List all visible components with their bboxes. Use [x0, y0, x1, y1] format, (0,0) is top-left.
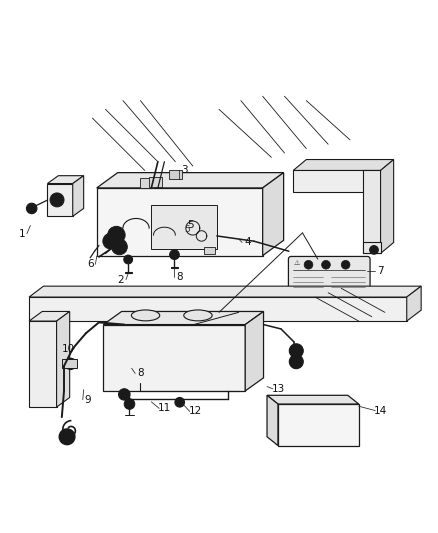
Polygon shape — [363, 171, 381, 253]
Circle shape — [113, 232, 120, 238]
Polygon shape — [47, 183, 73, 216]
Polygon shape — [29, 321, 57, 407]
Text: 5: 5 — [187, 220, 194, 230]
Text: 14: 14 — [374, 406, 387, 416]
Polygon shape — [169, 171, 182, 179]
Circle shape — [108, 238, 113, 244]
Text: 13: 13 — [271, 384, 285, 394]
Circle shape — [122, 392, 127, 397]
Circle shape — [112, 239, 127, 255]
Polygon shape — [47, 176, 84, 183]
Text: 4: 4 — [244, 238, 251, 247]
Circle shape — [321, 261, 330, 269]
Polygon shape — [245, 311, 264, 391]
Polygon shape — [278, 404, 359, 446]
Circle shape — [124, 255, 133, 264]
Text: 12: 12 — [188, 407, 201, 416]
Text: 1: 1 — [18, 229, 25, 239]
Circle shape — [108, 227, 125, 244]
Text: 3: 3 — [181, 165, 187, 175]
Polygon shape — [407, 286, 421, 321]
Polygon shape — [73, 176, 84, 216]
Circle shape — [289, 354, 303, 369]
Circle shape — [65, 358, 76, 369]
Text: 8: 8 — [177, 272, 183, 282]
Text: 7: 7 — [377, 266, 384, 276]
Circle shape — [175, 398, 184, 407]
Text: 2: 2 — [117, 274, 124, 285]
Circle shape — [119, 389, 130, 400]
Polygon shape — [97, 173, 284, 188]
Text: 8: 8 — [137, 368, 144, 378]
Polygon shape — [103, 325, 245, 391]
Circle shape — [170, 250, 179, 260]
Ellipse shape — [184, 310, 212, 321]
Text: 6: 6 — [87, 260, 93, 269]
Ellipse shape — [131, 310, 160, 321]
Polygon shape — [263, 173, 284, 256]
Polygon shape — [267, 395, 359, 404]
Polygon shape — [97, 188, 263, 256]
Polygon shape — [62, 359, 77, 368]
Polygon shape — [149, 177, 162, 187]
Circle shape — [50, 193, 64, 207]
FancyBboxPatch shape — [288, 256, 370, 293]
Text: 5: 5 — [184, 225, 190, 234]
Polygon shape — [293, 159, 394, 171]
Polygon shape — [204, 247, 215, 254]
Circle shape — [29, 206, 34, 211]
Polygon shape — [363, 243, 381, 253]
Text: ⚠: ⚠ — [293, 261, 300, 266]
Polygon shape — [29, 297, 407, 321]
Circle shape — [341, 261, 350, 269]
Polygon shape — [267, 395, 278, 446]
Text: 10: 10 — [62, 344, 75, 354]
Polygon shape — [57, 311, 70, 407]
Circle shape — [64, 433, 71, 440]
Text: 9: 9 — [85, 394, 92, 405]
Polygon shape — [29, 286, 421, 297]
Polygon shape — [103, 311, 264, 325]
Circle shape — [117, 244, 122, 249]
Polygon shape — [29, 311, 70, 321]
Polygon shape — [141, 179, 153, 188]
Polygon shape — [151, 205, 217, 249]
Polygon shape — [381, 159, 394, 253]
Circle shape — [26, 203, 37, 214]
Circle shape — [370, 246, 378, 254]
Circle shape — [124, 399, 135, 409]
Circle shape — [304, 261, 313, 269]
Circle shape — [59, 429, 75, 445]
Text: 11: 11 — [158, 403, 171, 414]
Circle shape — [289, 344, 303, 358]
Circle shape — [103, 233, 119, 249]
Polygon shape — [293, 171, 381, 192]
